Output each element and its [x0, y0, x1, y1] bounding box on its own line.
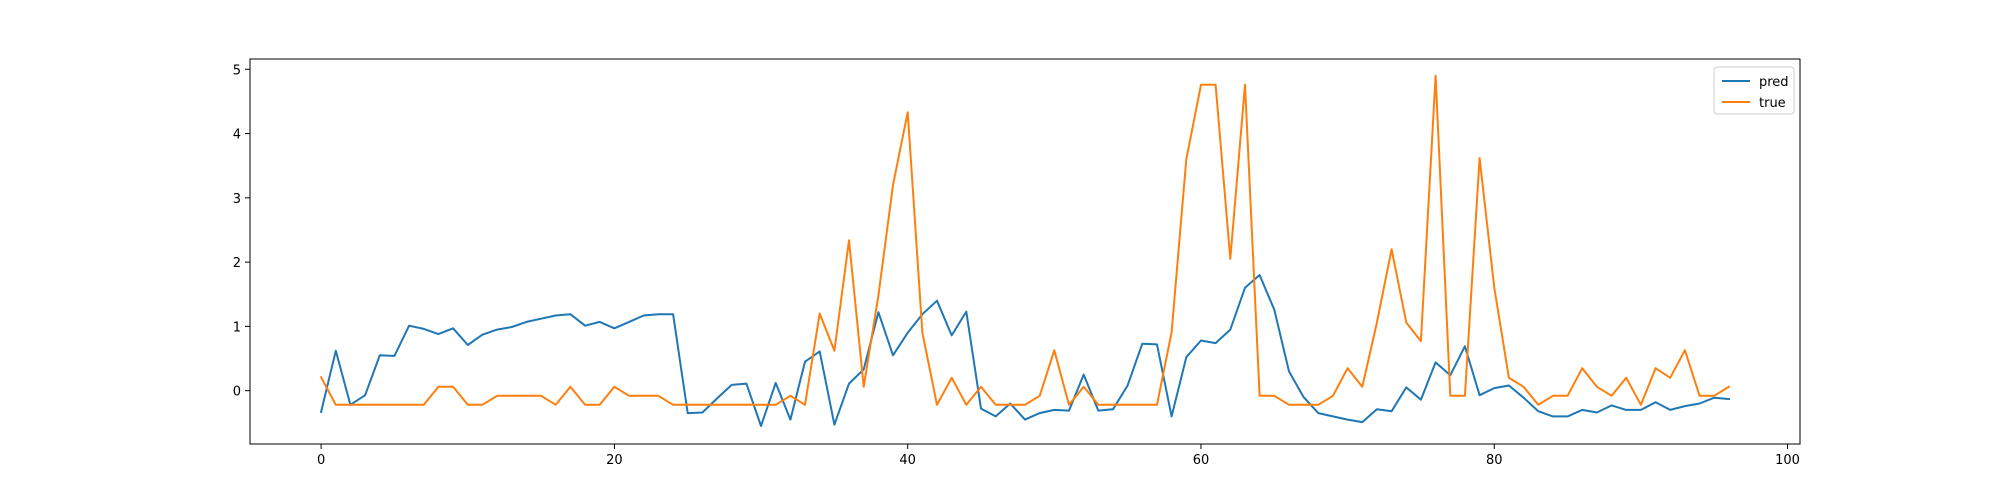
x-tick-label: 40: [899, 453, 916, 468]
legend-label-pred: pred: [1759, 75, 1789, 90]
y-tick-label: 5: [233, 63, 241, 78]
y-axis: 0 1 2 3 4 5: [233, 63, 250, 400]
series-line-true: [319, 74, 1731, 406]
y-tick-label: 3: [233, 192, 241, 207]
x-tick-label: 80: [1486, 453, 1503, 468]
y-tick-label: 4: [233, 128, 241, 143]
x-tick-label: 20: [606, 453, 623, 468]
series-line-pred: [319, 274, 1730, 427]
x-axis: 0 20 40 60 80 100: [317, 444, 1800, 468]
legend-label-true: true: [1759, 96, 1786, 111]
y-tick-label: 2: [233, 256, 241, 271]
x-tick-label: 0: [317, 453, 325, 468]
x-tick-label: 60: [1193, 453, 1210, 468]
x-tick-label: 100: [1775, 453, 1800, 468]
legend: pred true: [1713, 66, 1795, 115]
y-tick-label: 0: [233, 385, 241, 400]
y-tick-label: 1: [233, 320, 241, 335]
axes-frame: [249, 58, 1801, 445]
series-layer: [319, 74, 1731, 427]
